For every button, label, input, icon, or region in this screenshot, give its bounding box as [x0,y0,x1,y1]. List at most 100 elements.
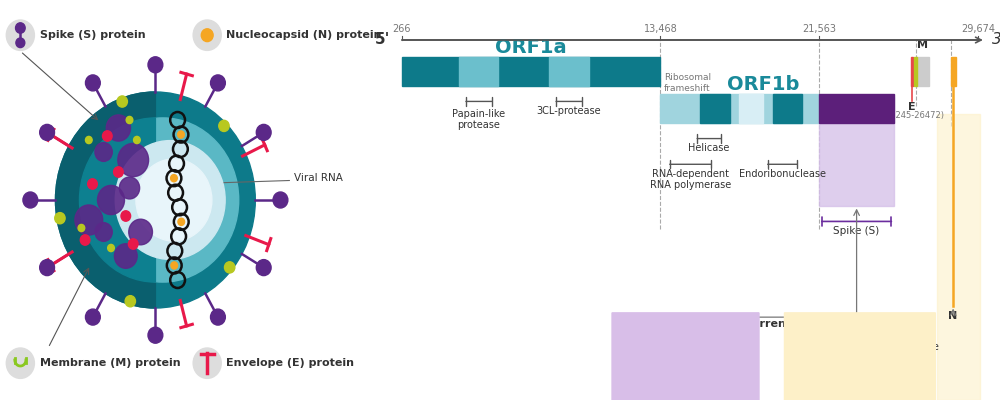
FancyBboxPatch shape [914,57,917,86]
FancyBboxPatch shape [911,57,913,86]
Circle shape [211,75,225,91]
Circle shape [152,334,159,342]
Circle shape [6,20,34,50]
Wedge shape [55,92,155,308]
Text: N: N [948,312,958,322]
Circle shape [117,96,127,107]
Circle shape [115,141,225,260]
Circle shape [95,223,112,241]
FancyBboxPatch shape [773,94,802,123]
Text: 3CL-protease: 3CL-protease [537,106,601,116]
Circle shape [125,296,135,307]
Circle shape [114,244,137,268]
FancyBboxPatch shape [612,313,759,400]
Circle shape [126,116,133,124]
Text: ORF1a: ORF1a [495,38,567,57]
Circle shape [23,192,38,208]
Circle shape [88,77,95,84]
Circle shape [85,75,100,91]
Circle shape [263,266,269,273]
Circle shape [88,179,97,189]
Circle shape [216,77,223,84]
Circle shape [6,348,34,378]
Text: Envelope (E) protein: Envelope (E) protein [226,358,354,368]
Circle shape [134,136,140,144]
Circle shape [193,20,221,50]
Circle shape [152,58,159,66]
Circle shape [42,127,48,134]
Circle shape [256,124,271,140]
Wedge shape [79,118,155,282]
Circle shape [171,262,178,269]
Circle shape [256,260,271,276]
FancyBboxPatch shape [819,97,894,206]
Circle shape [16,23,25,33]
Circle shape [78,224,85,232]
Circle shape [121,211,131,221]
Circle shape [178,218,185,226]
Text: Papain-like
protease: Papain-like protease [452,108,505,130]
FancyBboxPatch shape [916,57,929,86]
Circle shape [211,309,225,325]
Circle shape [85,136,92,144]
Text: RNA-dependent
RNA polymerase: RNA-dependent RNA polymerase [650,168,731,190]
Text: Ribosomal
frameshift: Ribosomal frameshift [664,74,711,93]
Circle shape [98,186,124,214]
Circle shape [178,131,184,138]
Text: Many of the most widely used
assays are listed by WHO and
those targeting N1 and: Many of the most widely used assays are … [790,318,939,398]
Circle shape [75,205,103,235]
Text: 1. DEL69/70
2. E484K
3. N501Y
4. K417N/T: 1. DEL69/70 2. E484K 3. N501Y 4. K417N/T [619,343,682,388]
FancyBboxPatch shape [739,94,763,123]
Circle shape [85,309,100,325]
Text: Membrane (M) protein: Membrane (M) protein [40,358,181,368]
Text: 13,468: 13,468 [644,24,677,34]
Circle shape [201,29,213,42]
Circle shape [273,192,288,208]
Circle shape [114,167,123,177]
Text: 5': 5' [375,32,390,48]
Circle shape [171,174,177,182]
Text: Nucleocapsid (N) protein: Nucleocapsid (N) protein [226,30,382,40]
Circle shape [193,348,221,378]
FancyBboxPatch shape [549,57,589,86]
Text: 29,674: 29,674 [961,24,995,34]
Text: 266: 266 [392,24,411,34]
Text: Spike (S): Spike (S) [833,226,880,236]
Circle shape [108,244,114,252]
FancyBboxPatch shape [937,114,980,400]
Circle shape [136,159,212,241]
Circle shape [224,262,235,273]
Text: E: E [908,102,916,112]
Circle shape [40,260,54,276]
Text: 21,563: 21,563 [802,24,836,34]
Circle shape [263,127,269,134]
FancyBboxPatch shape [700,94,730,123]
Circle shape [40,124,54,140]
Circle shape [87,118,239,282]
Text: Mutation region for current
variants of concern: Mutation region for current variants of … [619,318,791,340]
Circle shape [102,131,112,141]
FancyBboxPatch shape [819,94,894,123]
FancyBboxPatch shape [459,57,498,86]
FancyBboxPatch shape [784,313,935,400]
Text: (26,245-26472): (26,245-26472) [879,112,944,120]
Text: Viral RNA: Viral RNA [294,173,343,183]
Circle shape [42,266,48,273]
Circle shape [106,115,131,141]
Circle shape [88,316,95,323]
Circle shape [55,212,65,224]
Text: Spike (S) protein: Spike (S) protein [40,30,146,40]
Circle shape [118,143,149,177]
Circle shape [95,142,112,162]
Circle shape [56,92,255,308]
FancyBboxPatch shape [402,57,660,86]
Circle shape [148,57,163,73]
FancyBboxPatch shape [951,57,956,86]
Circle shape [216,316,223,323]
Circle shape [128,239,138,249]
Text: Helicase: Helicase [688,143,730,153]
Circle shape [148,327,163,343]
Circle shape [280,196,286,204]
Text: ORF1b: ORF1b [727,75,799,94]
Text: M: M [917,40,928,50]
